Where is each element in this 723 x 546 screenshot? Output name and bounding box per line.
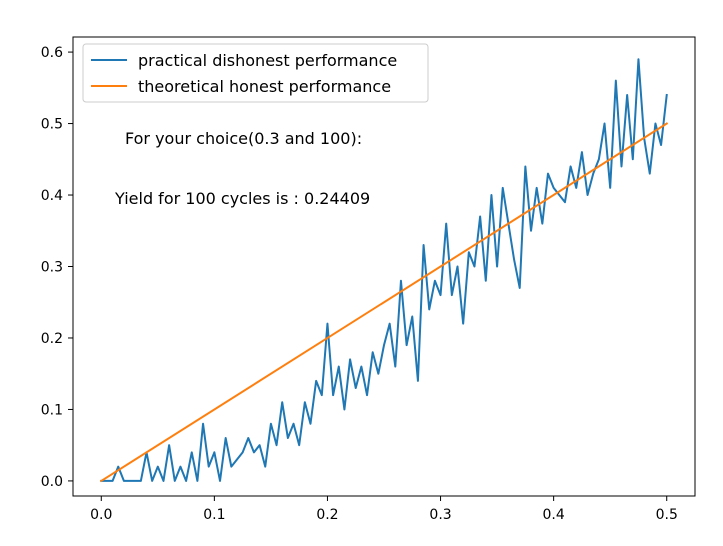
plot-background <box>73 37 695 496</box>
x-tick-label: 0.2 <box>316 507 338 523</box>
annotation-yield: Yield for 100 cycles is : 0.24409 <box>114 189 370 208</box>
y-tick-label: 0.4 <box>41 188 63 204</box>
y-tick-label: 0.3 <box>41 260 63 276</box>
legend-box <box>82 43 429 103</box>
y-axis: 0.0 0.1 0.2 0.3 0.4 0.5 0.6 <box>41 45 73 490</box>
y-tick-label: 0.0 <box>41 474 63 490</box>
x-tick-label: 0.1 <box>203 507 225 523</box>
y-tick-label: 0.6 <box>41 45 63 61</box>
series-line-2 <box>99 122 669 483</box>
series-layer <box>99 58 669 483</box>
x-tick-label: 0.0 <box>90 507 112 523</box>
y-tick-label: 0.2 <box>41 331 63 347</box>
annotation-choice: For your choice(0.3 and 100): <box>125 129 362 148</box>
x-axis: 0.0 0.1 0.2 0.3 0.4 0.5 <box>90 496 678 523</box>
x-tick-label: 0.3 <box>429 507 451 523</box>
y-tick-label: 0.5 <box>41 117 63 133</box>
x-tick-label: 0.5 <box>656 507 678 523</box>
x-tick-label: 0.4 <box>543 507 565 523</box>
legend: practical dishonest performance theoreti… <box>82 43 429 103</box>
series-line-1 <box>100 58 668 482</box>
y-tick-label: 0.1 <box>41 402 63 418</box>
legend-label-series-2: theoretical honest performance <box>138 77 391 96</box>
legend-label-series-1: practical dishonest performance <box>138 51 397 70</box>
